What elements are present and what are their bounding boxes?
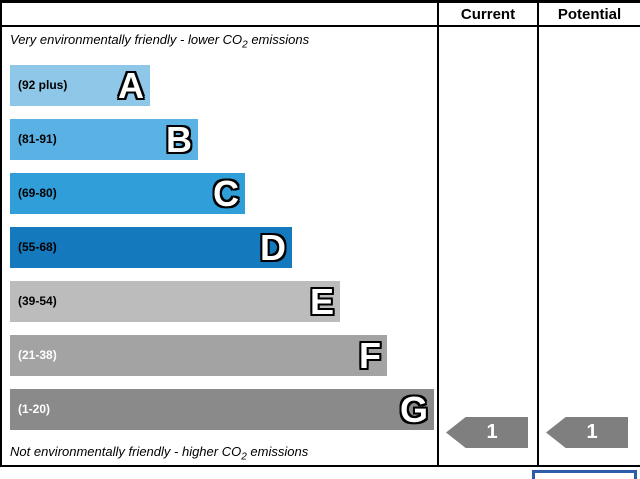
band-bar-f: (21-38) F [10, 334, 387, 376]
band-letter: F [359, 334, 381, 376]
band-letter: B [166, 118, 192, 160]
band-range: (21-38) [18, 348, 57, 363]
potential-column-header: Potential [557, 5, 622, 23]
band-range: (55-68) [18, 240, 57, 255]
top-note-subscript: 2 [242, 39, 248, 51]
current-column-header: Current [460, 5, 516, 23]
current-column-divider [437, 0, 439, 467]
bottom-note-suffix: emissions [246, 443, 309, 459]
band-row: (81-91) B [10, 118, 437, 160]
top-note-suffix: emissions [247, 32, 310, 47]
band-bar-a: (92 plus) A [10, 64, 150, 106]
rating-scale-area: Very environmentally friendly - lower CO… [2, 27, 437, 465]
top-border-line [0, 0, 640, 3]
band-letter: D [260, 226, 286, 268]
band-row: (21-38) F [10, 334, 437, 376]
bottom-note: Not environmentally friendly - higher CO… [10, 443, 437, 467]
band-letter: E [309, 280, 334, 322]
bottom-note-subscript: 2 [241, 451, 247, 463]
left-border-line [0, 0, 2, 467]
chart-bottom-border [0, 465, 640, 467]
band-bar-g: (1-20) G [10, 388, 434, 430]
eu-directive-box-partial [532, 470, 637, 479]
potential-column-divider [537, 0, 539, 467]
band-range: (92 plus) [18, 78, 68, 93]
top-note-text: Very environmentally friendly - lower CO [10, 32, 243, 47]
band-range: (69-80) [18, 186, 57, 201]
band-bar-b: (81-91) B [10, 118, 198, 160]
bottom-note-text: Not environmentally friendly - higher CO [10, 443, 242, 459]
band-range: (81-91) [18, 132, 57, 147]
band-bar-e: (39-54) E [10, 280, 340, 322]
band-letter: C [213, 172, 239, 214]
band-range: (39-54) [18, 294, 57, 309]
current-rating-arrow: 1 [446, 417, 528, 448]
band-row: (39-54) E [10, 280, 437, 322]
band-row: (92 plus) A [10, 64, 437, 106]
header-divider-line [0, 25, 640, 27]
band-bar-c: (69-80) C [10, 172, 245, 214]
band-bar-d: (55-68) D [10, 226, 292, 268]
top-note: Very environmentally friendly - lower CO… [10, 31, 437, 55]
band-range: (1-20) [18, 402, 51, 417]
band-row: (1-20) G [10, 388, 437, 430]
potential-rating-arrow: 1 [546, 417, 628, 448]
band-letter: G [399, 388, 428, 430]
band-row: (55-68) D [10, 226, 437, 268]
band-letter: A [118, 64, 144, 106]
band-row: (69-80) C [10, 172, 437, 214]
